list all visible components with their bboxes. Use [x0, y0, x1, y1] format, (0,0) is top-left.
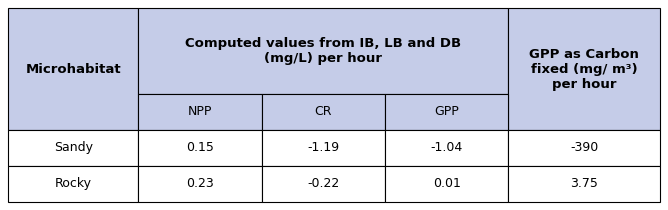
Bar	[138, 130, 262, 166]
Bar	[138, 166, 262, 202]
Text: 0.23: 0.23	[186, 177, 214, 190]
Bar	[385, 94, 508, 130]
Bar	[385, 130, 508, 166]
Text: -0.22: -0.22	[307, 177, 339, 190]
Bar	[262, 94, 385, 130]
Bar	[508, 166, 660, 202]
Bar	[385, 166, 508, 202]
Bar	[138, 8, 508, 94]
Text: -390: -390	[570, 141, 599, 154]
Bar	[508, 130, 660, 166]
Text: 0.01: 0.01	[433, 177, 461, 190]
Text: 0.15: 0.15	[186, 141, 214, 154]
Text: GPP as Carbon
fixed (mg/ m³)
per hour: GPP as Carbon fixed (mg/ m³) per hour	[529, 48, 639, 91]
Bar	[262, 166, 385, 202]
Text: Computed values from IB, LB and DB
(mg/L) per hour: Computed values from IB, LB and DB (mg/L…	[185, 37, 462, 65]
Bar	[8, 8, 138, 130]
Text: Sandy: Sandy	[53, 141, 93, 154]
Text: -1.04: -1.04	[431, 141, 463, 154]
Text: GPP: GPP	[434, 105, 459, 118]
Bar	[8, 130, 138, 166]
Text: -1.19: -1.19	[307, 141, 339, 154]
Bar	[262, 130, 385, 166]
Bar	[138, 94, 262, 130]
Text: CR: CR	[315, 105, 332, 118]
Text: 3.75: 3.75	[570, 177, 598, 190]
Text: Microhabitat: Microhabitat	[25, 63, 121, 76]
Bar	[508, 8, 660, 130]
Bar	[8, 166, 138, 202]
Text: Rocky: Rocky	[55, 177, 92, 190]
Text: NPP: NPP	[188, 105, 212, 118]
